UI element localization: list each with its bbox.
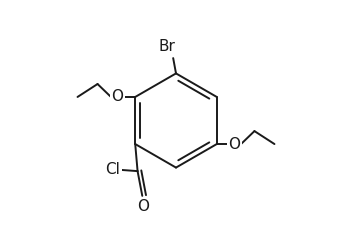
Text: Cl: Cl (105, 162, 120, 177)
Text: O: O (228, 137, 240, 152)
Text: O: O (112, 89, 124, 104)
Text: O: O (138, 199, 150, 214)
Text: Br: Br (159, 39, 176, 54)
